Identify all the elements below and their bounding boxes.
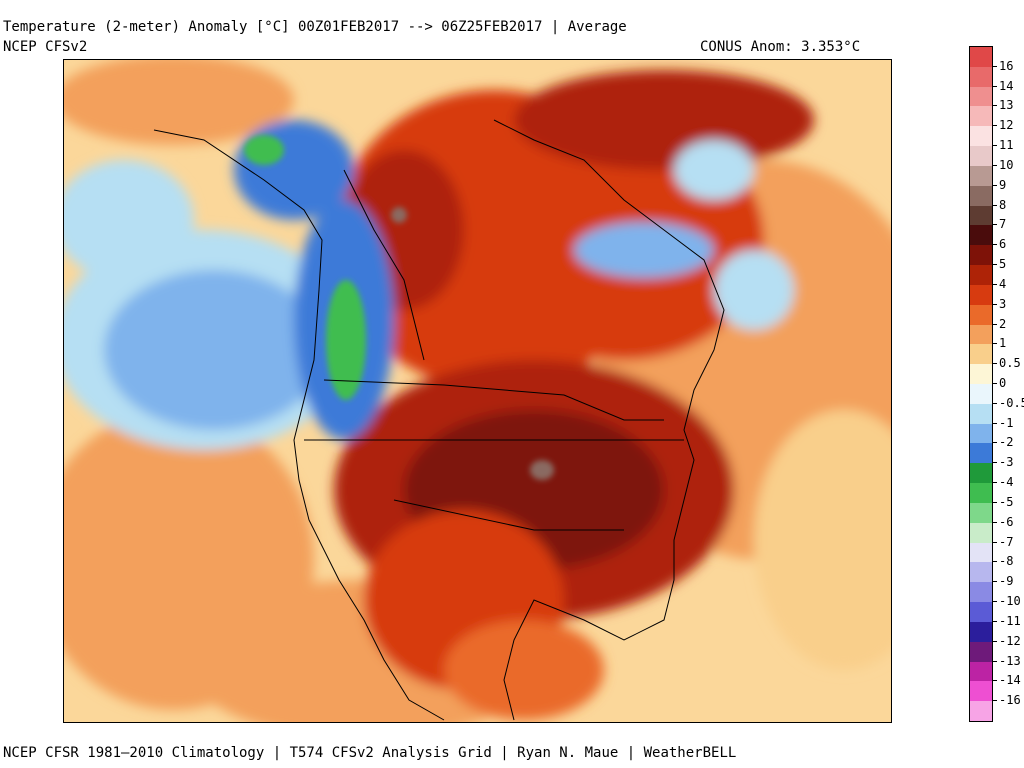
colorbar-cell xyxy=(970,384,992,404)
colorbar-tick-label: -5 xyxy=(992,496,1013,508)
colorbar-tick-label: -3 xyxy=(992,456,1013,468)
colorbar-tick-label: -9 xyxy=(992,575,1013,587)
conus-anomaly-label: CONUS Anom: 3.353°C xyxy=(700,39,861,55)
colorbar-tick-label: -14 xyxy=(992,674,1021,686)
colorbar-cell xyxy=(970,562,992,583)
colorbar-cell xyxy=(970,185,992,206)
colorbar-tick-label: 4 xyxy=(992,278,1006,290)
colorbar-tick-label: 1 xyxy=(992,337,1006,349)
colorbar-cell xyxy=(970,502,992,523)
colorbar-tick-label: -10 xyxy=(992,595,1021,607)
colorbar-tick-label: 10 xyxy=(992,159,1013,171)
colorbar-cell xyxy=(970,265,992,286)
colorbar-tick-label: -2 xyxy=(992,436,1013,448)
colorbar-cell xyxy=(970,304,992,325)
colorbar-cell xyxy=(970,324,992,345)
colorbar-cell xyxy=(970,165,992,186)
colorbar-cell xyxy=(970,86,992,107)
colorbar-tick-label: 11 xyxy=(992,139,1013,151)
colorbar-tick-label: -4 xyxy=(992,476,1013,488)
colorbar-tick-label: -7 xyxy=(992,536,1013,548)
colorbar-tick-label: -6 xyxy=(992,516,1013,528)
colorbar-tick-label: -13 xyxy=(992,655,1021,667)
colorbar-cell xyxy=(970,621,992,642)
colorbar-tick-label: 5 xyxy=(992,258,1006,270)
colorbar-cell xyxy=(970,146,992,167)
colorbar-cell xyxy=(970,284,992,305)
colorbar-tick-label: 6 xyxy=(992,238,1006,250)
colorbar xyxy=(969,46,993,722)
colorbar-tick-label: -8 xyxy=(992,555,1013,567)
colorbar-cell xyxy=(970,582,992,603)
colorbar-cell xyxy=(970,463,992,484)
colorbar-cell xyxy=(970,205,992,226)
map-canvas xyxy=(64,60,891,722)
colorbar-cell xyxy=(970,403,992,424)
colorbar-cell xyxy=(970,126,992,147)
colorbar-cell xyxy=(970,641,992,662)
colorbar-cell xyxy=(970,344,992,365)
colorbar-tick-label: 8 xyxy=(992,199,1006,211)
colorbar-tick-label: -11 xyxy=(992,615,1021,627)
colorbar-cell xyxy=(970,522,992,543)
colorbar-tick-label: -16 xyxy=(992,694,1021,706)
model-label: NCEP CFSv2 xyxy=(3,39,88,55)
colorbar-tick-label: -0.5 xyxy=(992,397,1024,409)
colorbar-tick-label: 7 xyxy=(992,218,1006,230)
colorbar-cell xyxy=(970,423,992,444)
colorbar-tick-label: 0 xyxy=(992,377,1006,389)
colorbar-tick-label: 3 xyxy=(992,298,1006,310)
colorbar-cell xyxy=(970,364,992,385)
colorbar-cell xyxy=(970,602,992,623)
colorbar-tick-label: 0.5 xyxy=(992,357,1021,369)
colorbar-cell xyxy=(970,681,992,702)
colorbar-cell xyxy=(970,225,992,246)
map-title: Temperature (2-meter) Anomaly [°C] 00Z01… xyxy=(3,19,627,35)
colorbar-cell xyxy=(970,542,992,563)
footer-credit: NCEP CFSR 1981–2010 Climatology | T574 C… xyxy=(3,745,737,761)
colorbar-cell xyxy=(970,661,992,682)
colorbar-tick-label: 12 xyxy=(992,119,1013,131)
colorbar-cell xyxy=(970,245,992,266)
colorbar-tick-label: -1 xyxy=(992,417,1013,429)
colorbar-cell xyxy=(970,483,992,504)
colorbar-tick-label: 16 xyxy=(992,60,1013,72)
temperature-anomaly-map xyxy=(63,59,892,723)
colorbar-cell xyxy=(970,701,992,722)
colorbar-tick-label: 14 xyxy=(992,80,1013,92)
colorbar-cell xyxy=(970,66,992,87)
colorbar-cell xyxy=(970,443,992,464)
colorbar-tick-label: 13 xyxy=(992,99,1013,111)
colorbar-cell xyxy=(970,106,992,127)
colorbar-tick-label: -12 xyxy=(992,635,1021,647)
colorbar-tick-label: 9 xyxy=(992,179,1006,191)
colorbar-tick-label: 2 xyxy=(992,318,1006,330)
colorbar-cell xyxy=(970,47,992,67)
